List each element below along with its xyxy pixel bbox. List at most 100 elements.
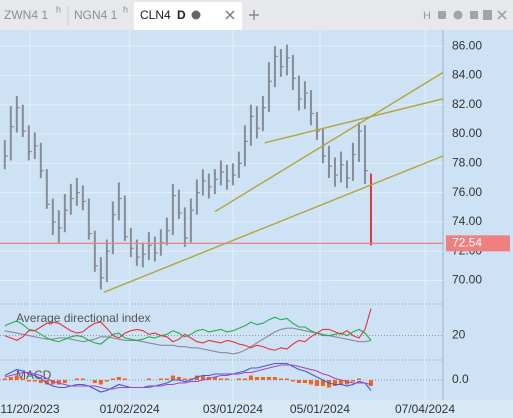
histogram-bar [350,380,355,382]
trendline [103,155,444,293]
histogram-bar [308,380,313,385]
histogram-bar [260,377,265,380]
indicator-line [4,327,372,355]
histogram-bar [368,380,373,386]
histogram-bar [8,377,13,380]
histogram-bar [98,380,103,385]
x-tick-label: 11/20/2023 [0,402,59,416]
histogram-bar [20,378,25,380]
histogram-bar [104,380,109,382]
tab-close[interactable] [225,10,235,20]
histogram-bar [170,375,175,380]
tab-interval: h [56,4,61,14]
histogram-bar [56,380,61,385]
histogram-bar [32,380,37,382]
histogram-bar [2,378,7,380]
histogram-bar [26,380,31,382]
tab[interactable]: ZWN4 1 h [4,4,61,22]
indicator-line [4,308,372,351]
histogram-bar [272,377,277,380]
price-label-box [446,235,510,252]
histogram-bar [50,380,55,385]
toolbar-icon[interactable] [497,10,507,20]
histogram-bar [344,380,349,385]
histogram-bar [326,380,331,388]
histogram-bar [320,380,325,386]
trendline [214,71,444,213]
y-tick-label: 70.00 [452,273,482,287]
histogram-bar [338,380,343,385]
histogram-bar [200,375,205,380]
toolbar-icon[interactable] [470,11,478,19]
histogram-bar [62,380,67,383]
toolbar-icons [438,10,507,20]
y-tick-label: 20 [452,328,466,342]
histogram-bar [356,378,361,380]
histogram-bar [254,377,259,380]
tab-active[interactable]: CLN4 D [134,2,242,30]
y-tick-label: 80.00 [452,126,482,140]
x-tick-label: 01/02/2024 [100,402,160,416]
histogram-bar [38,380,43,383]
histogram-bar [14,375,19,380]
histogram-bar [218,378,223,380]
y-tick-label: 78.00 [452,156,482,170]
chart-background [0,30,513,418]
tab-interval: h [123,4,128,14]
histogram-bar [164,378,169,380]
tab[interactable]: NGN4 1 h [74,4,128,22]
histogram-bar [212,377,217,380]
y-tick-label: 86.00 [452,38,482,52]
histogram-bar [158,378,163,380]
x-tick-label: 05/01/2024 [290,402,350,416]
tab-interval: D [177,8,186,22]
panel-title: Average directional index [16,311,151,325]
histogram-bar [110,378,115,380]
histogram-bar [266,377,271,380]
toolbar-button[interactable]: H [423,10,431,22]
histogram-bar [236,378,241,380]
y-tick-label: 76.00 [452,185,482,199]
price-label: 72.54 [452,236,482,250]
histogram-bar [116,377,121,380]
tab-label: ZWN4 1 [4,8,48,22]
histogram-bar [278,378,283,380]
x-tick-label: 07/04/2024 [395,402,455,416]
indicator-line [4,362,372,393]
histogram-bar [188,378,193,380]
x-tick-label: 03/01/2024 [203,402,263,416]
y-tick-label: 82.00 [452,97,482,111]
x-axis-strip [0,400,513,418]
histogram-bar [332,380,337,386]
histogram-bar [194,375,199,380]
histogram-bar [302,380,307,383]
tab-status-dot [191,10,201,20]
toolbar-icon[interactable] [483,10,492,20]
histogram-bar [92,380,97,383]
y-tick-label: 84.00 [452,68,482,82]
histogram-bar [182,378,187,380]
histogram-bar [80,378,85,380]
indicator-line [4,364,372,390]
toolbar-icon[interactable] [438,11,446,19]
trendline [264,98,444,144]
toolbar-icon[interactable] [453,10,463,20]
histogram-bar [146,378,151,380]
histogram-bar [122,378,127,380]
y-tick-label: 0.0 [452,372,469,386]
histogram-bar [290,380,295,382]
tab-label: NGN4 1 [74,8,118,22]
histogram-bar [248,375,253,380]
histogram-bar [74,378,79,380]
y-tick-label: 74.00 [452,214,482,228]
add-tab[interactable] [249,10,259,20]
tab-label: CLN4 [140,8,171,22]
histogram-bar [296,380,301,383]
histogram-bar [284,378,289,380]
histogram-bar [44,380,49,385]
histogram-bar [242,378,247,380]
histogram-bar [224,378,229,380]
histogram-bar [314,380,319,386]
tab-background [134,2,242,30]
